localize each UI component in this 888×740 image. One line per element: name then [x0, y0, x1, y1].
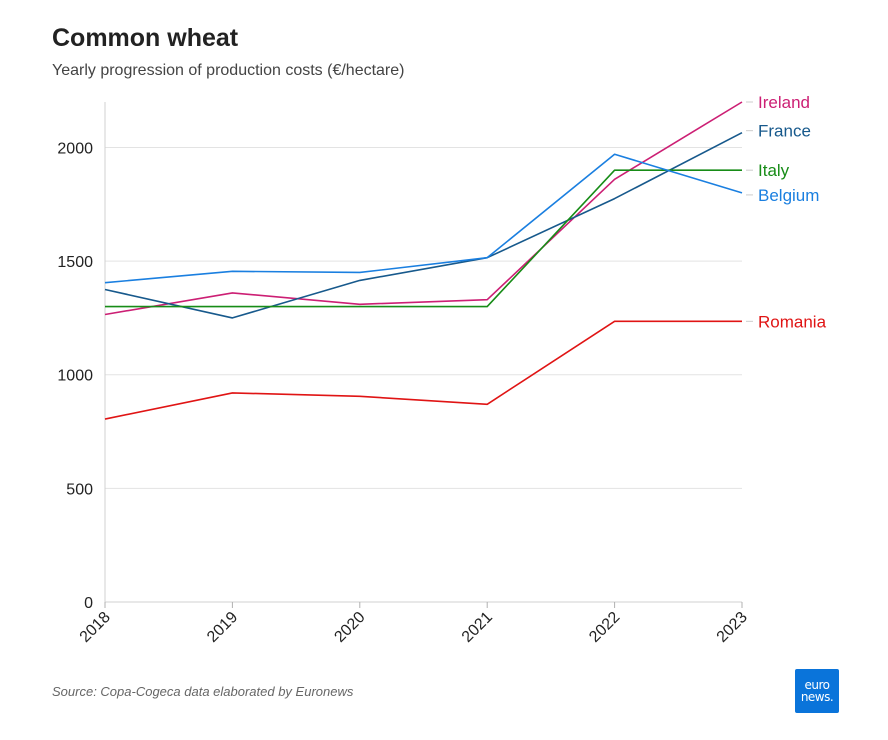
- logo-text-line1: euro: [804, 678, 831, 692]
- euronews-logo: euro news.: [795, 669, 839, 713]
- series-line-ireland: [104, 101, 743, 316]
- x-tick-label: 2020: [331, 609, 368, 646]
- x-tick-label: 2023: [714, 609, 751, 646]
- chart-subtitle: Yearly progression of production costs (…: [52, 62, 405, 79]
- source-note: Source: Copa-Cogeca data elaborated by E…: [52, 684, 354, 699]
- series-line-france: [104, 131, 743, 319]
- x-tick-label: 2019: [204, 609, 241, 646]
- y-tick-label: 0: [84, 595, 93, 612]
- x-tick-label: 2022: [586, 609, 623, 646]
- x-tick-label: 2018: [77, 609, 114, 646]
- x-tick-label: 2021: [459, 609, 496, 646]
- series-label-france: France: [758, 122, 811, 141]
- series-label-romania: Romania: [758, 312, 827, 331]
- series-label-belgium: Belgium: [758, 186, 819, 205]
- series-label-italy: Italy: [758, 161, 790, 180]
- chart-title: Common wheat: [52, 24, 239, 52]
- logo-text-line2: news.: [800, 690, 834, 704]
- y-tick-label: 2000: [57, 140, 93, 157]
- y-tick-label: 1500: [57, 254, 93, 271]
- y-tick-label: 1000: [57, 368, 93, 385]
- series-line-italy: [105, 169, 742, 308]
- y-tick-label: 500: [66, 481, 93, 498]
- series-label-ireland: Ireland: [758, 93, 810, 112]
- series-line-belgium: [104, 153, 743, 284]
- series-line-romania: [104, 320, 742, 420]
